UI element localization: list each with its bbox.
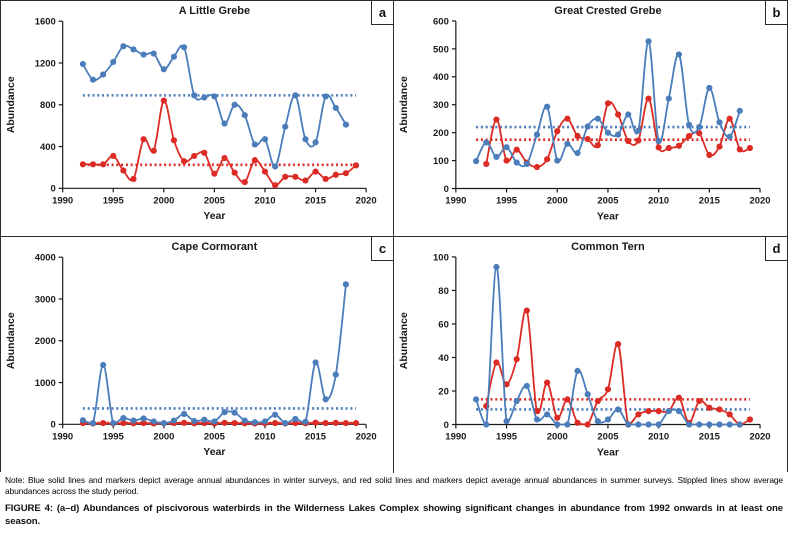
svg-text:2005: 2005 [597, 432, 618, 443]
svg-text:2020: 2020 [750, 432, 771, 443]
svg-text:A Little Grebe: A Little Grebe [179, 5, 250, 17]
svg-text:2015: 2015 [699, 432, 720, 443]
figure-footer: Note: Blue solid lines and markers depic… [0, 472, 788, 529]
svg-text:80: 80 [438, 286, 449, 297]
svg-text:2005: 2005 [204, 432, 225, 443]
svg-text:Year: Year [203, 448, 225, 459]
figure-note: Note: Blue solid lines and markers depic… [5, 475, 783, 496]
svg-text:Abundance: Abundance [6, 76, 17, 133]
svg-text:1990: 1990 [52, 195, 73, 206]
svg-text:2000: 2000 [35, 337, 56, 348]
great-crested-grebe-chart: 0 100 200 300 400 500 600 1990 1995 2000 2005 2010 2… [399, 5, 771, 222]
svg-text:400: 400 [433, 72, 449, 83]
svg-text:600: 600 [433, 16, 449, 27]
svg-text:1600: 1600 [35, 17, 56, 28]
chart-panel-b: 0 100 200 300 400 500 600 1990 1995 2000 2005 2010 2… [394, 1, 787, 238]
svg-text:0: 0 [50, 184, 55, 195]
chart-panel-a: 0 400 800 1200 1600 1990 1995 2000 2005 2010 2015 2… [1, 1, 394, 238]
svg-text:Year: Year [597, 211, 619, 222]
svg-text:2015: 2015 [305, 432, 326, 443]
svg-text:2000: 2000 [547, 195, 568, 206]
svg-text:1000: 1000 [35, 378, 56, 389]
svg-text:20: 20 [438, 387, 449, 398]
svg-text:1995: 1995 [103, 195, 124, 206]
svg-text:Year: Year [597, 448, 619, 459]
panel-label-d: d [765, 237, 787, 262]
svg-text:1200: 1200 [35, 58, 56, 69]
svg-text:2005: 2005 [597, 195, 618, 206]
svg-text:1995: 1995 [103, 432, 124, 443]
figure-caption: FIGURE 4: (a–d) Abundances of piscivorou… [5, 502, 783, 527]
svg-text:Abundance: Abundance [399, 312, 410, 369]
svg-text:0: 0 [444, 420, 449, 431]
svg-text:800: 800 [40, 100, 56, 111]
chart-panel-d: 0 20 40 60 80 100 1990 1995 2000 2005 2010 2015 2020… [394, 237, 787, 473]
svg-text:2000: 2000 [153, 432, 174, 443]
common-tern-chart: 0 20 40 60 80 100 1990 1995 2000 2005 2010 2015 2020… [399, 241, 771, 459]
panel-label-c: c [371, 237, 393, 262]
svg-text:1995: 1995 [496, 195, 517, 206]
svg-text:500: 500 [433, 44, 449, 55]
svg-text:2020: 2020 [356, 195, 377, 206]
svg-text:2015: 2015 [699, 195, 720, 206]
svg-text:300: 300 [433, 100, 449, 111]
svg-text:2020: 2020 [750, 195, 771, 206]
svg-text:0: 0 [50, 420, 55, 431]
svg-text:2000: 2000 [547, 432, 568, 443]
svg-text:2010: 2010 [254, 432, 275, 443]
panel-label-b: b [765, 1, 787, 25]
svg-text:2010: 2010 [648, 195, 669, 206]
svg-text:2020: 2020 [356, 432, 377, 443]
svg-text:1995: 1995 [496, 432, 517, 443]
svg-text:0: 0 [444, 184, 449, 195]
svg-text:400: 400 [40, 142, 56, 153]
svg-text:40: 40 [438, 353, 449, 364]
svg-text:Common Tern: Common Tern [571, 241, 645, 253]
svg-text:2000: 2000 [153, 195, 174, 206]
svg-text:1990: 1990 [52, 432, 73, 443]
svg-text:200: 200 [433, 128, 449, 139]
little-grebe-chart: 0 400 800 1200 1600 1990 1995 2000 2005 2010 2015 2… [6, 5, 377, 222]
svg-text:100: 100 [433, 253, 449, 264]
svg-text:Year: Year [203, 211, 225, 222]
svg-text:2010: 2010 [254, 195, 275, 206]
svg-text:Abundance: Abundance [399, 76, 410, 133]
chart-panel-c: 0 1000 2000 3000 4000 1990 1995 2000 2005 2010 201… [1, 237, 394, 473]
svg-text:Great Crested Grebe: Great Crested Grebe [554, 5, 661, 17]
svg-text:60: 60 [438, 320, 449, 331]
svg-text:1990: 1990 [445, 432, 466, 443]
svg-text:2005: 2005 [204, 195, 225, 206]
svg-text:Abundance: Abundance [6, 313, 17, 370]
svg-text:1990: 1990 [445, 195, 466, 206]
svg-text:2010: 2010 [648, 432, 669, 443]
svg-text:Cape Cormorant: Cape Cormorant [172, 242, 258, 254]
cape-cormorant-chart: 0 1000 2000 3000 4000 1990 1995 2000 2005 2010 201… [6, 242, 377, 459]
svg-text:100: 100 [433, 156, 449, 167]
chart-grid: 0 400 800 1200 1600 1990 1995 2000 2005 2010 2015 2… [0, 0, 788, 473]
svg-text:4000: 4000 [35, 253, 56, 264]
panel-label-a: a [371, 1, 393, 25]
svg-text:2015: 2015 [305, 195, 326, 206]
svg-text:3000: 3000 [35, 295, 56, 306]
